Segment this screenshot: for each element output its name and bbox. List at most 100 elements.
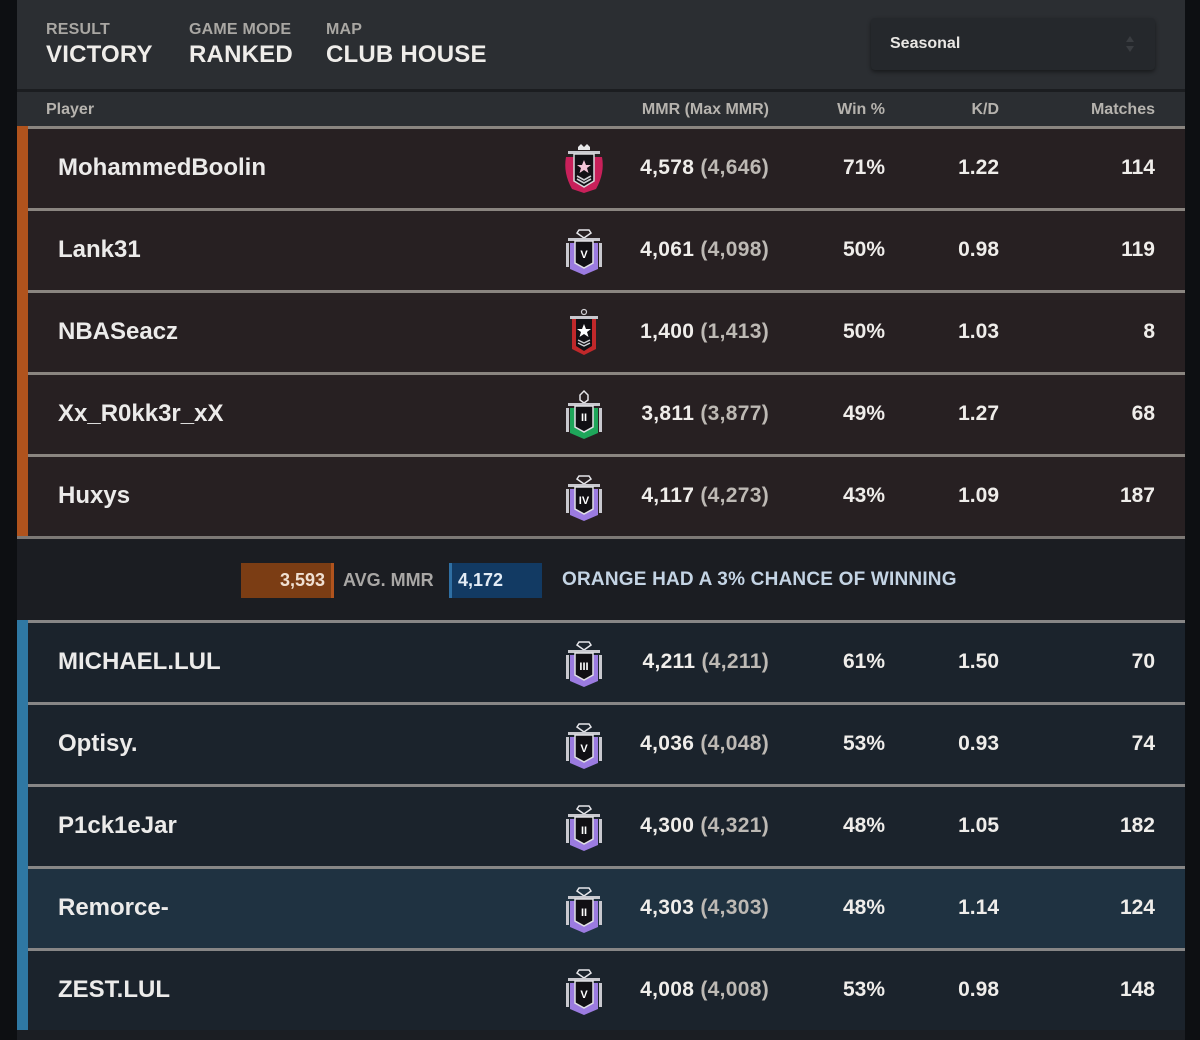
svg-text:V: V [580, 989, 588, 1001]
player-kd: 1.05 [958, 814, 999, 837]
diamond-rank-icon: II [566, 805, 602, 851]
column-player[interactable]: Player [46, 101, 95, 118]
player-name[interactable]: MohammedBoolin [58, 154, 266, 181]
player-win-percent: 48% [842, 896, 885, 919]
svg-text:III: III [579, 661, 588, 673]
player-row-hovered[interactable]: Remorce- II 4,303 (4,303) 48% 1.14 124 [28, 866, 1185, 948]
diamond-rank-icon: V [566, 723, 602, 769]
max-mmr-value: (4,321) [700, 814, 769, 837]
player-mmr: 4,117 (4,273) [641, 484, 769, 508]
player-kd: 1.27 [958, 402, 999, 425]
max-mmr-value: (4,273) [700, 484, 769, 507]
player-mmr: 1,400 (1,413) [640, 320, 769, 344]
player-win-percent: 49% [842, 402, 885, 425]
player-row[interactable]: P1ck1eJar II 4,300 (4,321) 48% 1.05 182 [28, 784, 1185, 866]
player-row[interactable]: MohammedBoolin 4,578 (4,646) 71% 1.22 11… [28, 126, 1185, 208]
mmr-value: 4,211 [642, 650, 696, 673]
blue-team: MICHAEL.LUL III 4,211 (4,211) 61% 1.50 7… [17, 620, 1185, 1030]
mmr-value: 4,061 [640, 238, 695, 261]
game-mode-info: GAME MODE RANKED [189, 21, 293, 69]
orange-team: MohammedBoolin 4,578 (4,646) 71% 1.22 11… [17, 126, 1185, 536]
player-name[interactable]: Lank31 [58, 236, 141, 263]
avg-mmr-label: AVG. MMR [343, 570, 434, 590]
avg-mmr-summary: 3,593 AVG. MMR 4,172 ORANGE HAD A 3% CHA… [17, 536, 1185, 620]
player-row[interactable]: Optisy. V 4,036 (4,048) 53% 0.93 74 [28, 702, 1185, 784]
map-label: MAP [326, 21, 363, 38]
max-mmr-value: (4,646) [700, 156, 769, 179]
player-row[interactable]: MICHAEL.LUL III 4,211 (4,211) 61% 1.50 7… [28, 620, 1185, 702]
header-divider [17, 89, 1185, 92]
diamond-rank-icon: IV [566, 475, 602, 521]
player-name[interactable]: ZEST.LUL [58, 976, 170, 1003]
max-mmr-value: (4,098) [700, 238, 769, 261]
blue-avg-mmr: 4,172 [449, 563, 542, 598]
player-win-percent: 71% [842, 156, 885, 179]
player-matches: 119 [1121, 238, 1155, 261]
match-header: RESULT VICTORY GAME MODE RANKED MAP CLUB… [17, 0, 1185, 90]
max-mmr-value: (4,303) [700, 896, 769, 919]
sort-arrows-icon [1126, 36, 1134, 52]
player-name[interactable]: NBASeacz [58, 318, 179, 345]
player-win-percent: 53% [842, 732, 885, 755]
player-win-percent: 50% [842, 320, 885, 343]
mmr-value: 4,036 [640, 732, 695, 755]
player-mmr: 4,211 (4,211) [642, 650, 769, 674]
mmr-value: 4,303 [640, 896, 695, 919]
column-kd[interactable]: K/D [971, 101, 999, 118]
player-mmr: 4,303 (4,303) [640, 896, 769, 920]
svg-text:V: V [580, 249, 588, 261]
mmr-value: 3,811 [641, 402, 695, 425]
match-details-panel: RESULT VICTORY GAME MODE RANKED MAP CLUB… [17, 0, 1185, 1040]
player-name[interactable]: P1ck1eJar [58, 812, 177, 839]
player-win-percent: 53% [842, 978, 885, 1001]
player-kd: 1.22 [958, 156, 999, 179]
table-header: Player MMR (Max MMR) Win % K/D Matches [17, 92, 1185, 126]
player-row[interactable]: Huxys IV 4,117 (4,273) 43% 1.09 187 [28, 454, 1185, 536]
unranked-rank-icon [570, 308, 598, 355]
mmr-value: 4,008 [640, 978, 695, 1001]
player-row[interactable]: Lank31 V 4,061 (4,098) 50% 0.98 119 [28, 208, 1185, 290]
player-matches: 182 [1119, 814, 1155, 837]
column-matches[interactable]: Matches [1090, 101, 1155, 118]
player-name[interactable]: MICHAEL.LUL [58, 648, 221, 675]
player-mmr: 4,578 (4,646) [640, 156, 769, 180]
mmr-value: 1,400 [640, 320, 695, 343]
game-mode-value: RANKED [189, 41, 293, 68]
column-win-percent[interactable]: Win % [837, 101, 885, 118]
player-kd: 1.03 [958, 320, 999, 343]
player-mmr: 4,008 (4,008) [640, 978, 769, 1002]
player-matches: 187 [1119, 484, 1155, 507]
column-mmr[interactable]: MMR (Max MMR) [641, 101, 769, 118]
player-row[interactable]: ZEST.LUL V 4,008 (4,008) 53% 0.98 148 [28, 948, 1185, 1030]
player-kd: 1.09 [958, 484, 999, 507]
player-matches: 74 [1131, 732, 1155, 755]
player-name[interactable]: Xx_R0kk3r_xX [58, 400, 224, 427]
player-matches: 124 [1119, 896, 1155, 919]
player-mmr: 4,036 (4,048) [640, 732, 769, 756]
player-name[interactable]: Remorce- [58, 894, 169, 921]
svg-text:II: II [581, 412, 587, 424]
orange-avg-mmr-value: 3,593 [279, 570, 325, 590]
player-win-percent: 48% [842, 814, 885, 837]
player-name[interactable]: Optisy. [58, 730, 138, 757]
stats-period-select[interactable]: Seasonal [871, 18, 1155, 70]
player-mmr: 4,061 (4,098) [640, 238, 769, 262]
map-value: CLUB HOUSE [326, 41, 487, 68]
max-mmr-value: (4,048) [700, 732, 769, 755]
player-matches: 70 [1131, 650, 1155, 673]
mmr-value: 4,578 [640, 156, 695, 179]
player-kd: 0.98 [958, 978, 999, 1001]
player-mmr: 4,300 (4,321) [640, 814, 769, 838]
blue-avg-mmr-value: 4,172 [458, 570, 504, 590]
max-mmr-value: (1,413) [700, 320, 769, 343]
game-mode-label: GAME MODE [189, 21, 292, 38]
svg-text:IV: IV [579, 495, 590, 507]
player-row[interactable]: NBASeacz 1,400 (1,413) 50% 1.03 8 [28, 290, 1185, 372]
player-name[interactable]: Huxys [58, 482, 131, 509]
player-kd: 0.93 [958, 732, 999, 755]
result-info: RESULT VICTORY [46, 21, 153, 69]
svg-text:II: II [581, 907, 587, 919]
player-row[interactable]: Xx_R0kk3r_xX II 3,811 (3,877) 49% 1.27 6… [28, 372, 1185, 454]
player-win-percent: 50% [842, 238, 885, 261]
svg-text:II: II [581, 825, 587, 837]
